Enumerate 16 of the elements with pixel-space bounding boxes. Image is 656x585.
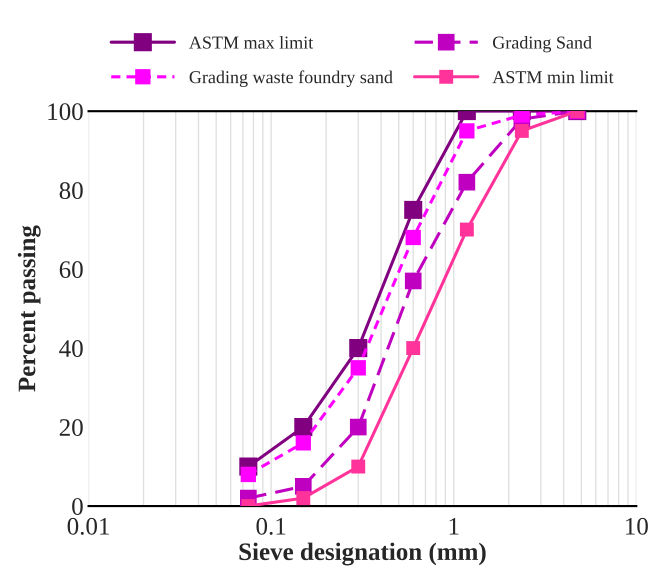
x-tick-label: 0.1	[256, 518, 286, 535]
x-tick-label: 10	[626, 518, 648, 535]
x-tick-label: 1	[450, 518, 458, 534]
x-axis-title: Sieve designation (mm)	[239, 542, 486, 566]
y-tick-label: 20	[60, 419, 83, 436]
x-tick-label: 0.01	[68, 518, 109, 535]
y-axis-title: Percent passing	[18, 225, 41, 392]
y-tick-label: 100	[48, 103, 83, 120]
y-tick-label: 80	[60, 182, 83, 200]
y-tick-label: 40	[59, 340, 83, 357]
y-tick-label: 0	[72, 498, 83, 515]
legend-label: Grading Sand	[493, 36, 592, 52]
legend-label: ASTM max limit	[189, 36, 314, 49]
y-tick-label: 60	[60, 261, 83, 278]
legend-label: ASTM min limit	[492, 70, 614, 84]
legend-label: Grading waste foundry sand	[190, 70, 393, 87]
